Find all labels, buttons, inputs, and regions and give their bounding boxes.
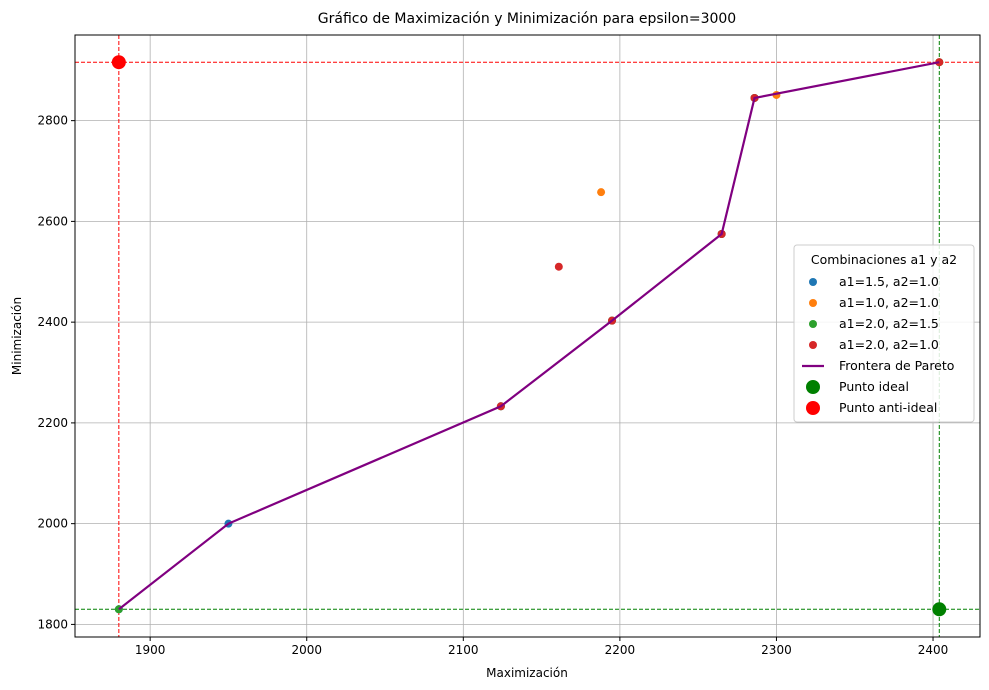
y-tick-label: 1800	[37, 617, 68, 631]
x-tick-label: 1900	[135, 643, 166, 657]
y-tick-label: 2800	[37, 114, 68, 128]
y-axis-label: Minimización	[10, 297, 24, 375]
scatter-point-series-4	[554, 262, 563, 271]
legend-entry-label: Frontera de Pareto	[839, 358, 954, 373]
x-tick-label: 2300	[761, 643, 792, 657]
legend-marker	[809, 320, 817, 328]
scatter-point-series-4	[935, 58, 944, 67]
anti-ideal-point-marker	[111, 55, 126, 70]
legend-entry-label: a1=1.0, a2=1.0	[839, 295, 939, 310]
x-tick-label: 2100	[448, 643, 479, 657]
legend-title: Combinaciones a1 y a2	[811, 252, 957, 267]
legend-entry-label: a1=1.5, a2=1.0	[839, 274, 939, 289]
x-tick-label: 2000	[291, 643, 322, 657]
legend-marker	[806, 380, 820, 394]
legend-marker	[809, 299, 817, 307]
ideal-point-marker	[932, 602, 947, 617]
chart-title: Gráfico de Maximización y Minimización p…	[318, 11, 736, 27]
x-axis-label: Maximización	[486, 666, 568, 680]
legend-entry-label: a1=2.0, a2=1.0	[839, 337, 939, 352]
plot-area: 1900 2000 2100 2200 2300 2400 1800 2000 2200 2400…	[37, 34, 981, 657]
y-tick-label: 2200	[37, 416, 68, 430]
y-tick-label: 2600	[37, 214, 68, 228]
y-tick-label: 2000	[37, 517, 68, 531]
y-tick-label: 2400	[37, 315, 68, 329]
plot-frame	[74, 34, 981, 638]
legend: Combinaciones a1 y a2 a1=1.5, a2=1.0 a1=1…	[793, 244, 975, 423]
legend-marker	[809, 278, 817, 286]
scatter-point-series-2	[597, 188, 606, 197]
legend-entry-label: a1=2.0, a2=1.5	[839, 316, 939, 331]
legend-marker	[806, 401, 820, 415]
legend-entry-label: Punto ideal	[839, 379, 909, 394]
x-tick-label: 2400	[918, 643, 949, 657]
x-tick-label: 2200	[605, 643, 636, 657]
pareto-frontier-line	[118, 61, 940, 611]
legend-box	[793, 244, 975, 423]
legend-marker	[809, 341, 817, 349]
legend-entry-label: Punto anti-ideal	[839, 400, 937, 415]
